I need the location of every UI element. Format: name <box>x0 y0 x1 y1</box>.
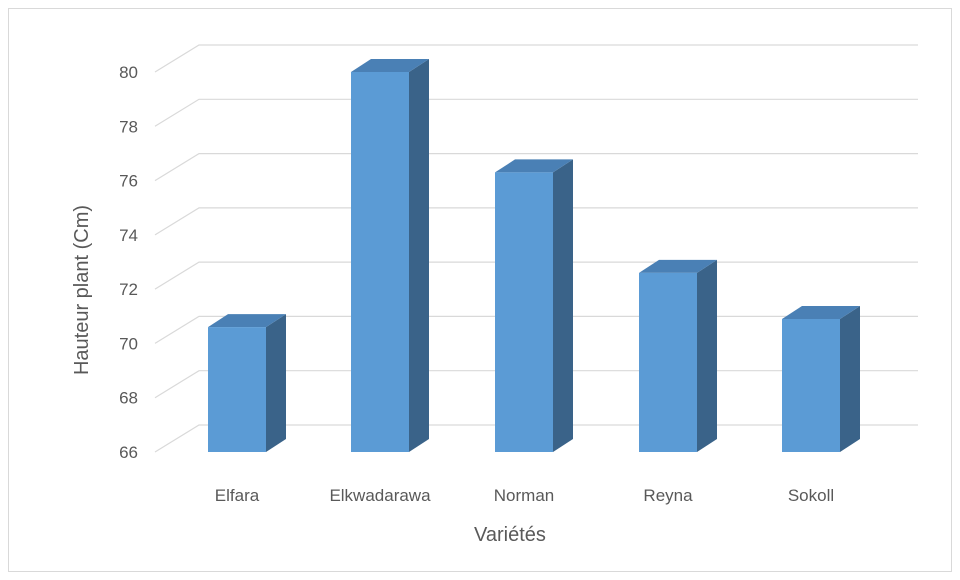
bar-front <box>495 172 553 452</box>
bar-top <box>639 259 717 273</box>
gridline <box>154 207 918 236</box>
y-tick-label: 80 <box>119 63 138 82</box>
y-axis-title: Hauteur plant (Cm) <box>71 205 93 375</box>
bar-top <box>782 306 860 319</box>
x-tick-label: Elkwadarawa <box>329 486 431 505</box>
bar <box>208 314 286 452</box>
x-tick-label: Sokoll <box>788 486 834 505</box>
bar-side <box>697 259 717 452</box>
x-tick-label: Reyna <box>643 486 693 505</box>
bar-side <box>840 306 860 452</box>
x-tick-label: Norman <box>494 486 554 505</box>
bar <box>639 259 717 452</box>
bar-front <box>208 327 266 452</box>
bar-front <box>782 319 840 452</box>
y-tick-label: 78 <box>119 117 138 136</box>
x-axis-title: Variétés <box>474 524 546 546</box>
bar-front <box>639 272 697 452</box>
bar-top <box>495 159 573 173</box>
y-tick-label: 74 <box>119 226 138 245</box>
bar <box>782 306 860 452</box>
y-tick-label: 72 <box>119 280 138 299</box>
gridline <box>154 44 918 73</box>
y-tick-label: 76 <box>119 172 138 191</box>
bar-side <box>409 59 429 452</box>
gridline <box>154 98 918 127</box>
gridline <box>154 153 918 182</box>
bars <box>208 59 860 452</box>
bar <box>495 159 573 452</box>
y-tick-label: 66 <box>119 443 138 462</box>
bar-front <box>351 72 409 452</box>
y-tick-labels: 66 68 70 72 74 76 78 80 <box>119 63 138 462</box>
x-tick-label: Elfara <box>215 486 260 505</box>
bar-side <box>266 314 286 452</box>
bar-top <box>351 59 429 72</box>
chart-frame <box>8 8 952 572</box>
bar <box>351 59 429 452</box>
x-tick-labels: Elfara Elkwadarawa Norman Reyna Sokoll <box>215 486 834 505</box>
y-tick-label: 70 <box>119 334 138 353</box>
y-tick-label: 68 <box>119 389 138 408</box>
bar-side <box>553 159 573 452</box>
bar-top <box>208 314 286 328</box>
